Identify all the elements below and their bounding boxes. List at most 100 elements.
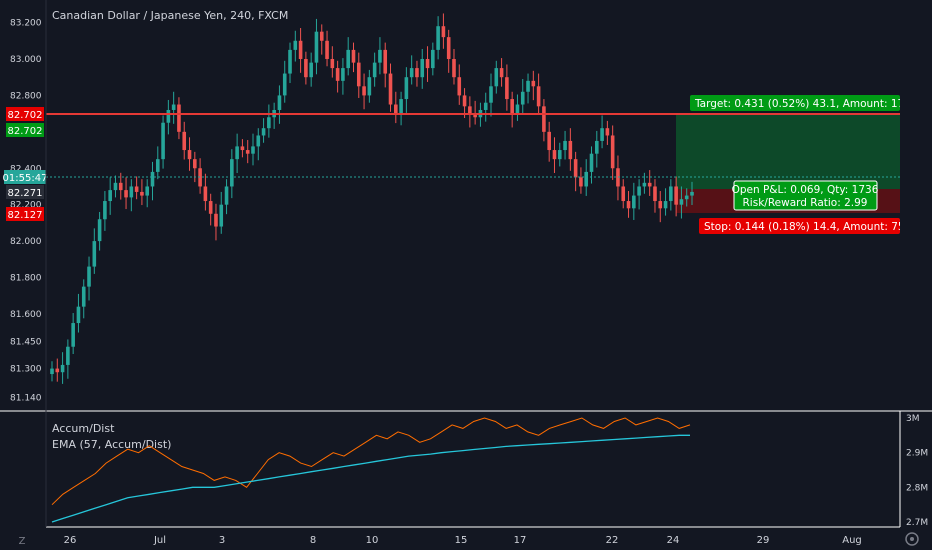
candle-body xyxy=(489,86,493,103)
candle-body xyxy=(589,153,594,172)
candle-body xyxy=(356,62,361,87)
time-tick-label: 10 xyxy=(366,535,379,546)
svg-text:82.271: 82.271 xyxy=(8,188,43,199)
candle-body xyxy=(108,190,112,202)
settings-gear-icon[interactable] xyxy=(905,532,919,546)
indicator-tick-label: 2.9M xyxy=(906,449,928,459)
candle-body xyxy=(642,182,647,187)
candle-body xyxy=(552,150,557,160)
candle-body xyxy=(441,26,446,38)
candle-body xyxy=(563,140,567,151)
candle-body xyxy=(288,49,292,74)
candle-body xyxy=(383,49,388,74)
candle-body xyxy=(145,186,150,196)
time-tick-label: 22 xyxy=(606,535,619,546)
candle-body xyxy=(632,195,636,209)
candle-body xyxy=(452,58,456,78)
candle-body xyxy=(92,241,97,267)
candle-body xyxy=(568,140,573,160)
time-tick-label: Aug xyxy=(842,535,862,546)
ratio-text: Risk/Reward Ratio: 2.99 xyxy=(743,197,868,209)
candle-body xyxy=(594,140,599,154)
candle-body xyxy=(319,31,324,41)
candle-body xyxy=(298,40,303,59)
price-tick-label: 81.800 xyxy=(10,274,42,284)
price-tick-label: 82.000 xyxy=(10,237,42,247)
candle-body xyxy=(637,186,641,196)
time-tick-label: 17 xyxy=(514,535,527,546)
candle-body xyxy=(663,201,668,209)
candle-body xyxy=(81,286,86,307)
candle-body xyxy=(520,91,525,105)
candle-body xyxy=(251,146,255,154)
candle-body xyxy=(203,186,208,202)
svg-text:Stop: 0.144 (0.18%) 14.4, Amou: Stop: 0.144 (0.18%) 14.4, Amount: 750. xyxy=(704,221,915,233)
svg-text:01:55:47: 01:55:47 xyxy=(3,173,48,184)
candle-body xyxy=(166,109,171,123)
time-tick-label: 15 xyxy=(455,535,468,546)
candle-body xyxy=(457,77,462,96)
candle-body xyxy=(542,106,546,132)
candle-body xyxy=(399,99,403,114)
candle-body xyxy=(277,95,282,110)
time-tick-label: 26 xyxy=(64,535,77,546)
candle-body xyxy=(208,201,213,214)
candle-body xyxy=(161,122,165,160)
indicator-axis[interactable]: 3M 2.9M 2.8M 2.7M xyxy=(906,414,928,528)
candle-body xyxy=(468,106,472,114)
candle-body xyxy=(388,73,393,105)
candle-body xyxy=(394,104,398,114)
candle-body xyxy=(446,37,451,59)
candle-body xyxy=(621,186,626,202)
candlestick-series xyxy=(50,13,694,384)
pnl-label[interactable]: Open P&L: 0.069, Qty: 1736 Risk/Reward R… xyxy=(732,180,879,211)
candle-body xyxy=(214,213,218,227)
candle-body xyxy=(314,31,319,63)
candle-body xyxy=(346,49,350,69)
stop-label[interactable]: Stop: 0.144 (0.18%) 14.4, Amount: 750. xyxy=(699,218,915,234)
candle-body xyxy=(55,368,60,373)
candle-body xyxy=(240,146,245,151)
candle-body xyxy=(230,159,234,187)
time-axis[interactable]: 26 Jul 3 8 10 15 17 22 24 29 Aug xyxy=(64,535,862,546)
price-tick-label: 82.400 xyxy=(10,164,42,174)
price-tick-label: 83.200 xyxy=(10,19,42,29)
candle-body xyxy=(150,171,155,187)
z-letter-icon[interactable]: Z xyxy=(19,536,26,547)
candle-body xyxy=(505,77,509,100)
candle-body xyxy=(129,186,134,198)
candle-body xyxy=(536,86,541,107)
candle-body xyxy=(404,77,409,100)
candle-body xyxy=(187,150,192,160)
candle-body xyxy=(531,80,536,87)
price-tick-label: 81.450 xyxy=(10,337,42,347)
candle-body xyxy=(494,68,499,87)
candle-body xyxy=(647,182,652,187)
badge-resistance-second: 82.702 xyxy=(6,123,44,137)
candle-body xyxy=(118,182,123,191)
indicator-tick-label: 3M xyxy=(906,414,920,424)
chart-title: Canadian Dollar / Japanese Yen, 240, FXC… xyxy=(52,9,288,22)
candle-body xyxy=(526,80,530,92)
time-tick-label: 3 xyxy=(219,535,225,546)
indicator-tick-label: 2.8M xyxy=(906,483,928,493)
right-edge-strip xyxy=(900,0,932,412)
candle-body xyxy=(256,135,261,147)
candle-body xyxy=(674,186,678,205)
price-tick-label: 81.300 xyxy=(10,365,42,375)
candle-body xyxy=(330,58,335,69)
svg-text:Z: Z xyxy=(19,536,26,547)
target-label[interactable]: Target: 0.431 (0.52%) 43.1, Amount: 1748 xyxy=(690,95,918,111)
candle-body xyxy=(113,182,118,191)
candle-body xyxy=(335,68,340,81)
svg-text:Target: 0.431 (0.52%) 43.1, Am: Target: 0.431 (0.52%) 43.1, Amount: 1748 xyxy=(694,98,918,110)
candle-body xyxy=(684,195,689,200)
candle-body xyxy=(293,40,298,50)
candle-body xyxy=(431,49,435,69)
candle-body xyxy=(87,266,91,287)
candle-body xyxy=(341,68,345,81)
candle-body xyxy=(71,323,75,347)
candle-body xyxy=(282,73,287,96)
